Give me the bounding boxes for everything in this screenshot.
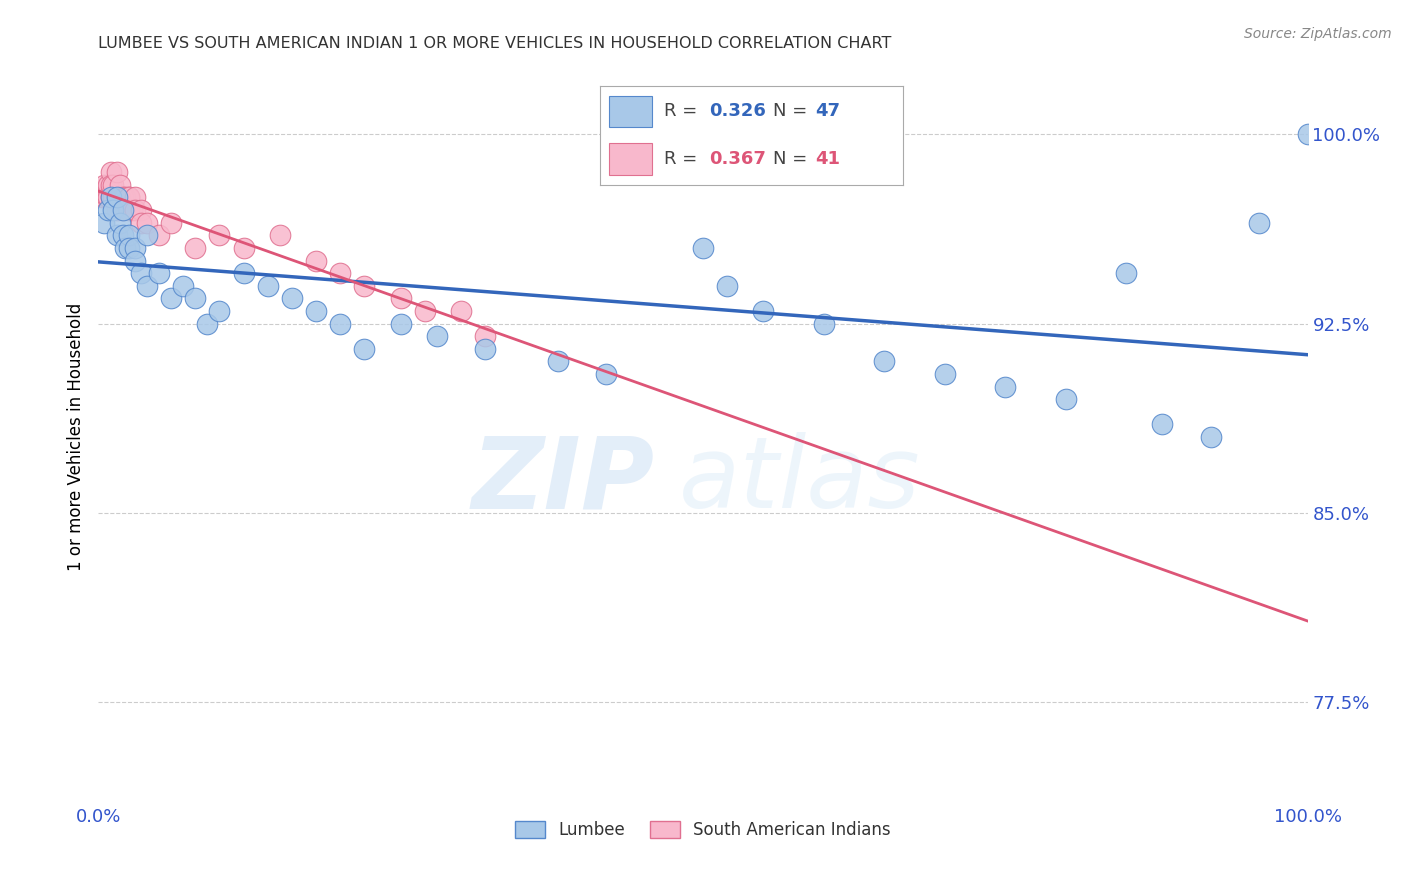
- Point: [93, 190, 115, 204]
- Point: [118, 190, 141, 204]
- Point: [994, 379, 1017, 393]
- Point: [97, 178, 120, 192]
- Point: [1199, 430, 1222, 444]
- Point: [135, 216, 157, 230]
- Point: [100, 165, 122, 179]
- Point: [111, 228, 134, 243]
- Point: [752, 304, 775, 318]
- Y-axis label: 1 or more Vehicles in Household: 1 or more Vehicles in Household: [66, 303, 84, 571]
- Point: [389, 317, 412, 331]
- Point: [232, 266, 254, 280]
- Point: [118, 241, 141, 255]
- Point: [172, 278, 194, 293]
- Point: [208, 304, 231, 318]
- Point: [124, 190, 146, 204]
- Text: atlas: atlas: [679, 433, 921, 530]
- Point: [135, 278, 157, 293]
- Point: [1054, 392, 1077, 407]
- Text: LUMBEE VS SOUTH AMERICAN INDIAN 1 OR MORE VEHICLES IN HOUSEHOLD CORRELATION CHAR: LUMBEE VS SOUTH AMERICAN INDIAN 1 OR MOR…: [98, 36, 891, 51]
- Point: [426, 329, 449, 343]
- Point: [184, 291, 207, 305]
- Point: [934, 367, 956, 381]
- Point: [1296, 128, 1319, 142]
- Point: [813, 317, 835, 331]
- Point: [124, 203, 146, 218]
- Point: [353, 342, 375, 356]
- Point: [108, 216, 131, 230]
- Point: [97, 190, 120, 204]
- Point: [547, 354, 569, 368]
- Point: [111, 203, 134, 218]
- Point: [121, 203, 143, 218]
- Point: [108, 190, 131, 204]
- Text: Source: ZipAtlas.com: Source: ZipAtlas.com: [1244, 27, 1392, 41]
- Point: [474, 342, 496, 356]
- Point: [124, 241, 146, 255]
- Point: [118, 203, 141, 218]
- Point: [305, 253, 328, 268]
- Point: [208, 228, 231, 243]
- Point: [281, 291, 304, 305]
- Point: [135, 228, 157, 243]
- Point: [129, 266, 152, 280]
- Point: [129, 216, 152, 230]
- Point: [160, 216, 183, 230]
- Point: [329, 317, 352, 331]
- Point: [450, 304, 472, 318]
- Point: [148, 266, 170, 280]
- Point: [111, 203, 134, 218]
- Point: [160, 291, 183, 305]
- Point: [389, 291, 412, 305]
- Point: [329, 266, 352, 280]
- Point: [100, 178, 122, 192]
- Point: [595, 367, 617, 381]
- Point: [100, 190, 122, 204]
- Point: [716, 278, 738, 293]
- Point: [105, 190, 128, 204]
- Legend: Lumbee, South American Indians: Lumbee, South American Indians: [509, 814, 897, 846]
- Point: [97, 203, 120, 218]
- Point: [93, 216, 115, 230]
- Point: [108, 178, 131, 192]
- Point: [118, 190, 141, 204]
- Text: ZIP: ZIP: [471, 433, 655, 530]
- Point: [1152, 417, 1174, 432]
- Point: [105, 190, 128, 204]
- Point: [101, 203, 124, 218]
- Point: [105, 228, 128, 243]
- Point: [114, 241, 136, 255]
- Point: [114, 190, 136, 204]
- Point: [100, 190, 122, 204]
- Point: [101, 178, 124, 192]
- Point: [873, 354, 896, 368]
- Point: [93, 178, 115, 192]
- Point: [232, 241, 254, 255]
- Point: [256, 278, 278, 293]
- Point: [96, 190, 118, 204]
- Point: [105, 165, 128, 179]
- Point: [184, 241, 207, 255]
- Point: [105, 203, 128, 218]
- Point: [129, 203, 152, 218]
- Point: [195, 317, 218, 331]
- Point: [111, 190, 134, 204]
- Point: [269, 228, 291, 243]
- Point: [91, 190, 114, 204]
- Point: [118, 228, 141, 243]
- Point: [413, 304, 436, 318]
- Point: [148, 228, 170, 243]
- Point: [305, 304, 328, 318]
- Point: [1115, 266, 1137, 280]
- Point: [1249, 216, 1271, 230]
- Point: [692, 241, 714, 255]
- Point: [474, 329, 496, 343]
- Point: [124, 253, 146, 268]
- Point: [101, 190, 124, 204]
- Point: [353, 278, 375, 293]
